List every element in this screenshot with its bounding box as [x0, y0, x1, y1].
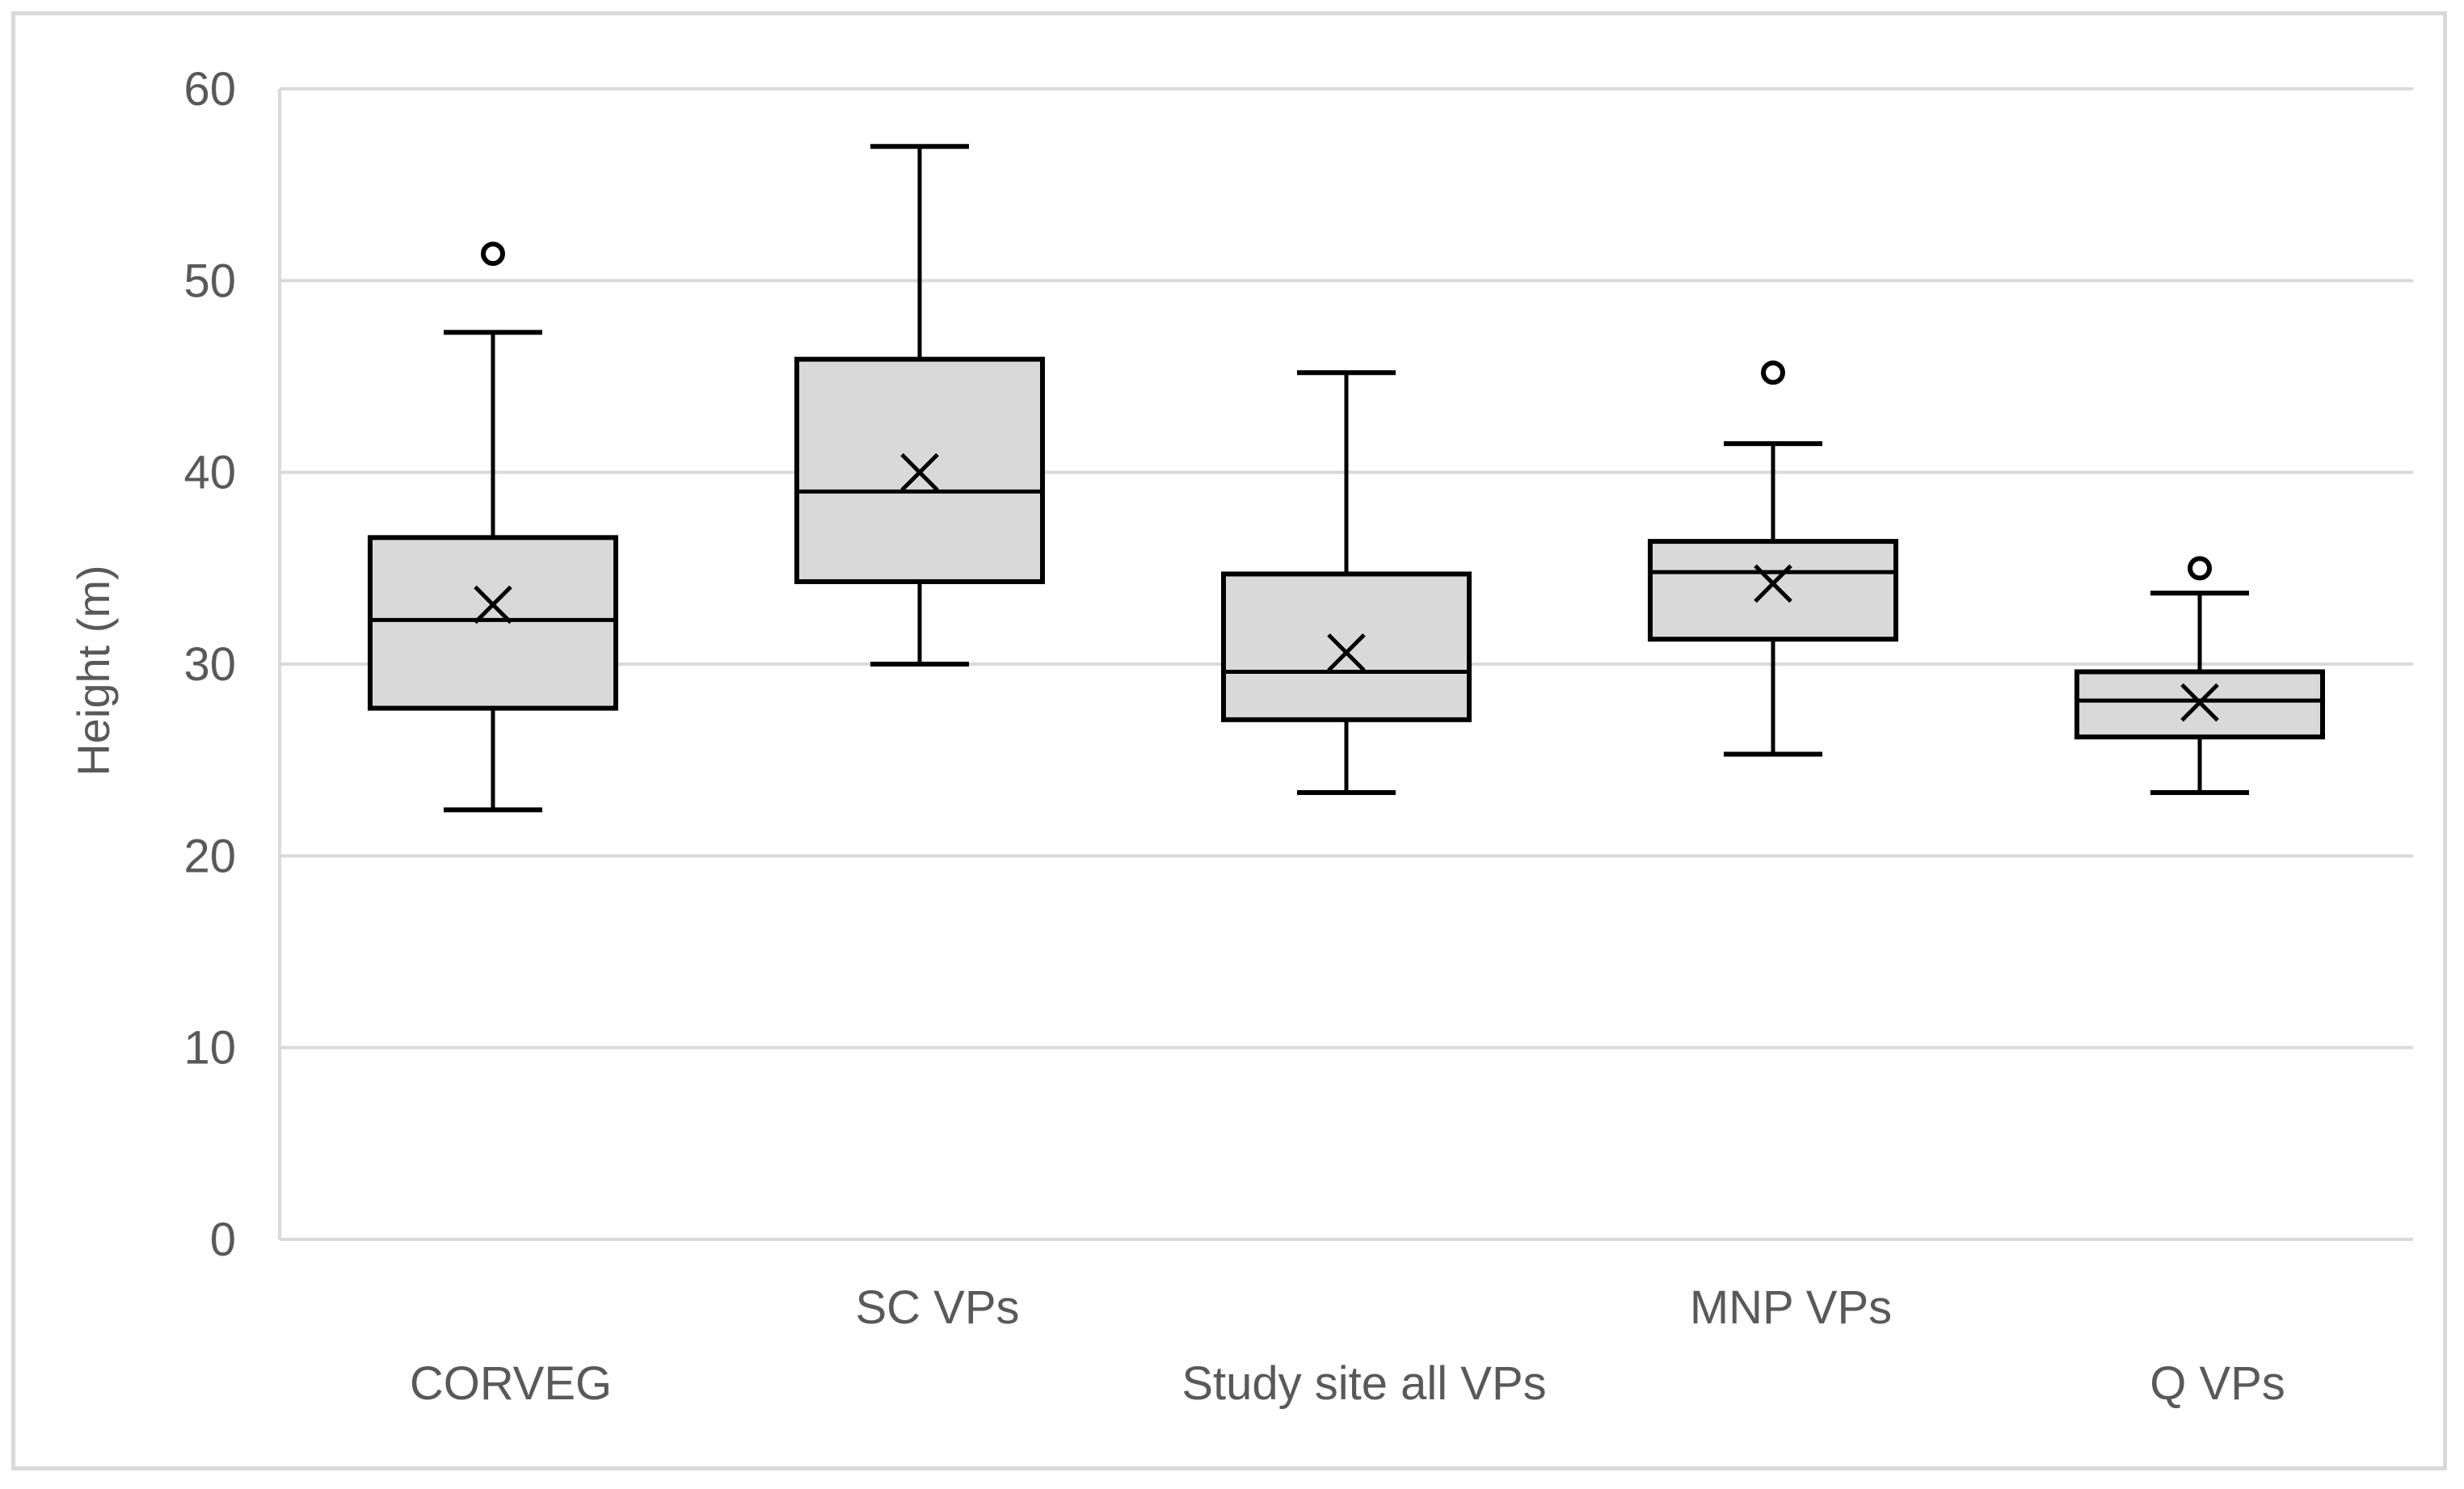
y-axis-tick-labels: 0 10 20 30 40 50 60 — [183, 63, 236, 1266]
box-group-1 — [794, 144, 1045, 667]
mean-marker-stroke-b — [900, 452, 939, 492]
y-tick-label-0: 0 — [210, 1213, 236, 1266]
y-tick-label-20: 20 — [183, 830, 236, 882]
mean-marker-stroke-b — [1754, 564, 1792, 604]
x-category-label-4: Q VPs — [2150, 1357, 2285, 1410]
box-group-2 — [1221, 370, 1472, 796]
box-group-0 — [368, 242, 618, 813]
box-group-4 — [2074, 556, 2325, 796]
x-axis-category-labels: CORVEG SC VPs Study site all VPs MNP VPs Q V… — [410, 1281, 2285, 1410]
mean-marker-stroke-b — [474, 585, 512, 625]
chart-frame — [11, 11, 2447, 1470]
x-category-label-1: SC VPs — [855, 1281, 1019, 1334]
outlier-point-0 — [481, 242, 505, 267]
x-category-label-2: Study site all VPs — [1181, 1357, 1546, 1410]
y-axis-title: Height (m) — [68, 565, 119, 776]
y-tick-label-60: 60 — [183, 63, 236, 116]
box-iqr — [368, 535, 618, 711]
mean-marker-stroke-b — [1327, 633, 1366, 672]
y-tick-label-30: 30 — [183, 638, 236, 691]
y-tick-label-50: 50 — [183, 254, 236, 307]
outlier-point-0 — [2188, 556, 2212, 581]
mean-marker-stroke-b — [2180, 683, 2219, 722]
y-tick-label-10: 10 — [183, 1022, 236, 1075]
x-category-label-3: MNP VPs — [1690, 1281, 1892, 1334]
outlier-point-0 — [1761, 360, 1785, 385]
box-iqr — [1648, 539, 1898, 642]
box-iqr — [1221, 571, 1472, 722]
plot-area — [368, 144, 2325, 813]
x-category-label-0: CORVEG — [410, 1357, 612, 1410]
box-group-3 — [1648, 360, 1898, 757]
y-tick-label-40: 40 — [183, 447, 236, 499]
